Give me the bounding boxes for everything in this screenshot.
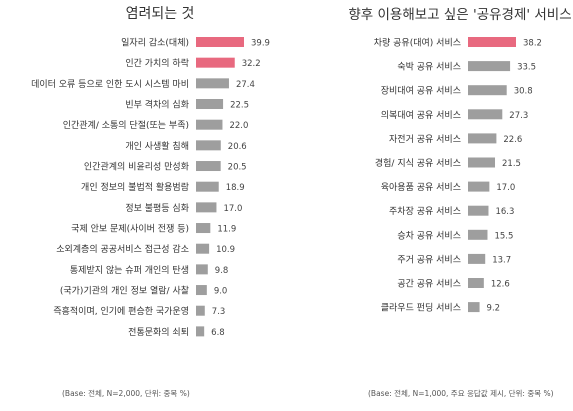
left-category-label: (국가)기관의 개인 정보 열람/ 사찰 <box>60 285 189 297</box>
left-category-label: 통제받지 않는 슈퍼 개인의 탄생 <box>70 265 189 276</box>
right-value-label: 30.8 <box>514 87 533 97</box>
right-value-label: 15.5 <box>494 231 513 241</box>
right-bar <box>468 205 489 216</box>
left-category-label: 인간 가치의 하락 <box>125 57 189 69</box>
right-bar <box>468 109 503 120</box>
left-value-label: 10.9 <box>216 245 235 255</box>
right-bar <box>468 157 496 168</box>
left-category-label: 정보 불평등 심화 <box>125 203 189 214</box>
left-value-label: 11.9 <box>217 225 236 235</box>
left-value-label: 22.5 <box>230 101 249 111</box>
left-value-label: 39.9 <box>251 39 270 49</box>
right-value-label: 17.0 <box>496 183 515 193</box>
right-category-label: 차량 공유(대여) 서비스 <box>374 37 461 49</box>
left-bar <box>196 223 211 234</box>
right-bar <box>468 302 480 313</box>
left-bar <box>196 78 229 89</box>
left-value-label: 17.0 <box>223 204 242 214</box>
left-bar <box>196 326 205 337</box>
left-bar <box>196 57 235 68</box>
left-value-label: 9.8 <box>215 266 229 276</box>
left-bar <box>196 37 244 47</box>
right-category-label: 의복대여 공유 서비스 <box>381 109 461 121</box>
left-bar <box>196 285 207 296</box>
right-bar <box>468 181 490 192</box>
left-bar <box>196 243 210 254</box>
right-category-label: 주차장 공유 서비스 <box>389 205 461 217</box>
right-value-label: 22.6 <box>503 135 522 145</box>
left-category-label: 일자리 감소(대체) <box>121 37 189 49</box>
right-value-label: 16.3 <box>495 207 514 217</box>
left-value-label: 22.0 <box>229 121 248 131</box>
right-category-label: 클라우드 펀딩 서비스 <box>381 303 461 314</box>
left-chart-title: 염려되는 것 <box>125 6 195 22</box>
right-value-label: 9.2 <box>487 304 501 314</box>
right-bar <box>468 85 507 96</box>
right-category-label: 숙박 공유 서비스 <box>397 62 461 73</box>
left-category-label: 빈부 격차의 심화 <box>125 99 189 111</box>
left-bar <box>196 119 223 130</box>
left-value-label: 6.8 <box>211 328 225 338</box>
right-bar <box>468 133 497 144</box>
right-value-label: 33.5 <box>517 63 536 73</box>
right-category-label: 육아용품 공유 서비스 <box>381 182 461 193</box>
right-bar <box>468 278 484 288</box>
right-category-label: 주거 공유 서비스 <box>397 254 461 265</box>
left-value-label: 32.2 <box>242 59 261 69</box>
right-bar <box>468 229 488 240</box>
left-value-label: 9.0 <box>214 287 228 297</box>
right-category-label: 공간 공유 서비스 <box>397 279 461 290</box>
left-category-label: 소외계층의 공공서비스 접근성 감소 <box>56 243 189 255</box>
left-bar <box>196 181 219 192</box>
left-value-label: 18.9 <box>226 183 245 193</box>
left-value-label: 20.6 <box>228 142 247 152</box>
left-bar <box>196 161 221 172</box>
left-category-label: 즉흥적이며, 인기에 편승한 국가운영 <box>53 305 189 317</box>
right-chart-note: (Base: 전체, N=1,000, 주요 응답값 제시, 단위: 중복 %) <box>368 389 554 398</box>
left-category-label: 개인 사생활 침해 <box>125 140 189 152</box>
left-value-label: 7.3 <box>212 307 226 317</box>
left-bar <box>196 99 224 110</box>
left-category-label: 인간관계의 비윤리성 만성화 <box>84 161 189 173</box>
right-category-label: 자전거 공유 서비스 <box>389 134 461 145</box>
right-value-label: 21.5 <box>502 159 521 169</box>
left-value-label: 20.5 <box>228 163 247 173</box>
left-category-label: 전통문화의 쇠퇴 <box>128 327 189 338</box>
right-category-label: 장비대여 공유 서비스 <box>381 85 461 97</box>
right-value-label: 38.2 <box>523 39 542 49</box>
right-value-label: 12.6 <box>491 280 510 290</box>
right-chart-title: 향후 이용해보고 싶은 '공유경제' 서비스 <box>348 7 572 23</box>
left-category-label: 개인 정보의 불법적 활용범람 <box>81 181 189 193</box>
left-value-label: 27.4 <box>236 80 255 90</box>
right-value-label: 27.3 <box>509 111 528 121</box>
left-bar <box>196 264 208 275</box>
left-bar <box>196 202 217 213</box>
right-bar <box>468 253 486 264</box>
left-chart-note: (Base: 전체, N=2,000, 단위: 중복 %) <box>62 389 190 398</box>
left-category-label: 인간관계/ 소통의 단절(또는 부족) <box>63 119 189 131</box>
right-category-label: 승차 공유 서비스 <box>397 229 461 241</box>
right-category-label: 경험/ 지식 공유 서비스 <box>375 157 461 169</box>
right-value-label: 13.7 <box>492 255 511 265</box>
right-bar <box>468 37 516 47</box>
left-category-label: 국제 안보 문제(사이버 전쟁 등) <box>71 224 189 235</box>
left-category-label: 데이터 오류 등으로 인한 도시 시스템 마비 <box>31 78 189 90</box>
left-bar <box>196 305 205 316</box>
left-bar <box>196 140 221 151</box>
right-bar <box>468 61 511 72</box>
